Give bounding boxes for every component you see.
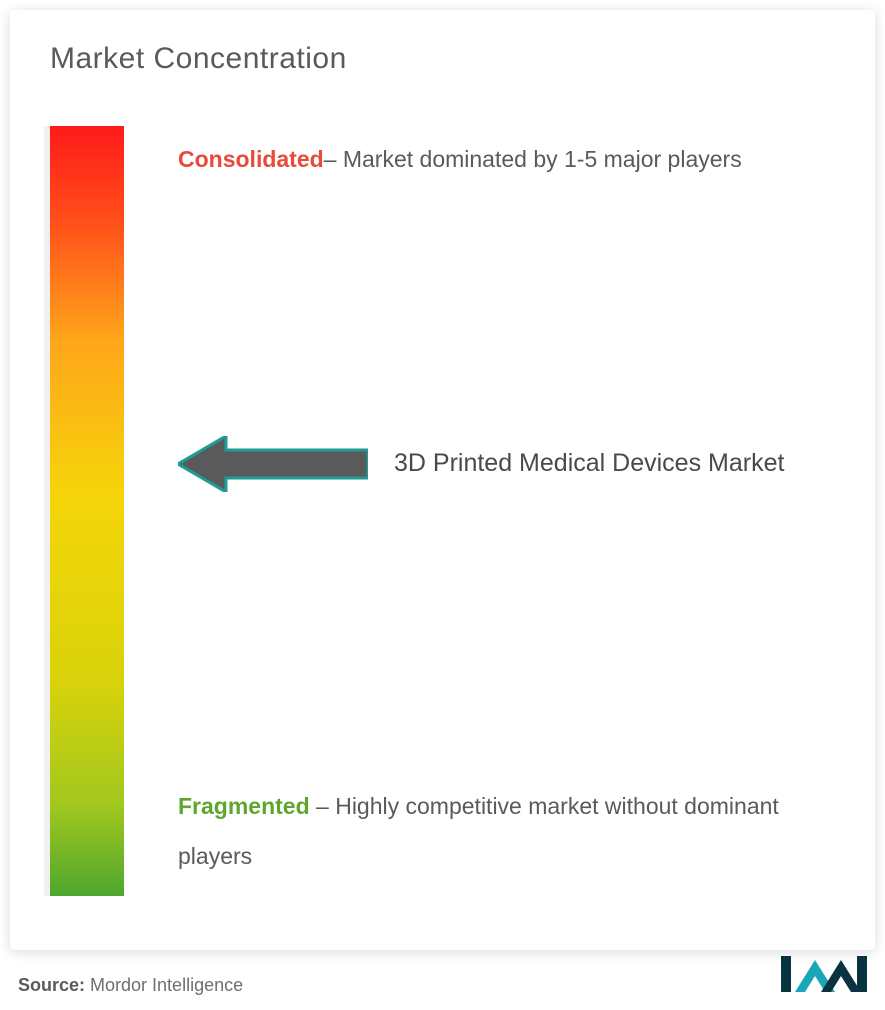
gradient-bar-wrap <box>50 116 124 906</box>
source-label: Source: <box>18 975 85 995</box>
pointer-row: 3D Printed Medical Devices Market <box>178 436 825 492</box>
labels-column: Consolidated– Market dominated by 1-5 ma… <box>124 116 835 906</box>
source-row: Source: Mordor Intelligence <box>18 952 867 996</box>
infographic-card: Market Concentration Consolidated– Marke… <box>10 10 875 950</box>
consolidated-label: Consolidated– Market dominated by 1-5 ma… <box>178 134 825 185</box>
mordor-logo-icon <box>781 952 867 996</box>
consolidated-rest: – Market dominated by 1-5 major players <box>324 146 742 172</box>
title: Market Concentration <box>50 42 835 76</box>
source-value: Mordor Intelligence <box>85 975 243 995</box>
source-text: Source: Mordor Intelligence <box>18 975 243 996</box>
concentration-gradient-bar <box>50 126 124 896</box>
consolidated-highlight: Consolidated <box>178 146 324 172</box>
fragmented-label: Fragmented – Highly competitive market w… <box>178 781 825 882</box>
arrow-left-icon <box>178 436 368 492</box>
pointer-text: 3D Printed Medical Devices Market <box>394 445 784 483</box>
content-row: Consolidated– Market dominated by 1-5 ma… <box>50 116 835 906</box>
fragmented-highlight: Fragmented <box>178 793 310 819</box>
